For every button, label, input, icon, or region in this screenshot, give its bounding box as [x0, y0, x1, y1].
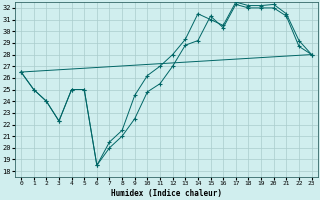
X-axis label: Humidex (Indice chaleur): Humidex (Indice chaleur) — [111, 189, 222, 198]
